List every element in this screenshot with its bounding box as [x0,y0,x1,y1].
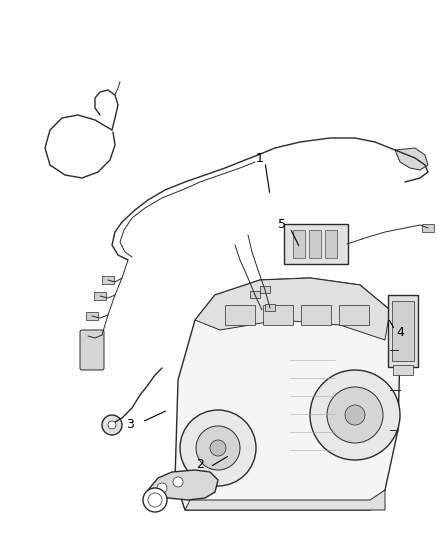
Circle shape [196,426,240,470]
Bar [265,304,275,311]
Circle shape [108,421,116,429]
Polygon shape [395,148,428,170]
Bar [102,276,114,284]
Text: 2: 2 [196,458,204,472]
Polygon shape [185,490,385,510]
Bar [250,291,260,298]
Bar [388,295,418,367]
Text: 5: 5 [278,219,286,231]
Bar [293,230,305,258]
Polygon shape [195,278,390,340]
Bar [86,312,98,320]
Polygon shape [339,305,369,325]
FancyBboxPatch shape [284,224,348,264]
Text: 1: 1 [256,151,264,165]
Circle shape [345,405,365,425]
Polygon shape [225,305,255,325]
Bar [260,286,270,293]
Polygon shape [175,278,400,510]
Bar [393,365,413,375]
Bar [422,224,434,232]
Bar [392,301,414,361]
Circle shape [157,483,167,493]
Circle shape [210,440,226,456]
Circle shape [310,370,400,460]
Bar [309,230,321,258]
Text: 3: 3 [126,418,134,432]
Bar [94,292,106,300]
Circle shape [180,410,256,486]
Text: 4: 4 [396,326,404,338]
Polygon shape [301,305,331,325]
Polygon shape [263,305,293,325]
Bar [325,230,337,258]
FancyBboxPatch shape [80,330,104,370]
Bar [82,332,94,340]
Circle shape [143,488,167,512]
Circle shape [327,387,383,443]
Polygon shape [148,470,218,500]
Circle shape [102,415,122,435]
Circle shape [173,477,183,487]
